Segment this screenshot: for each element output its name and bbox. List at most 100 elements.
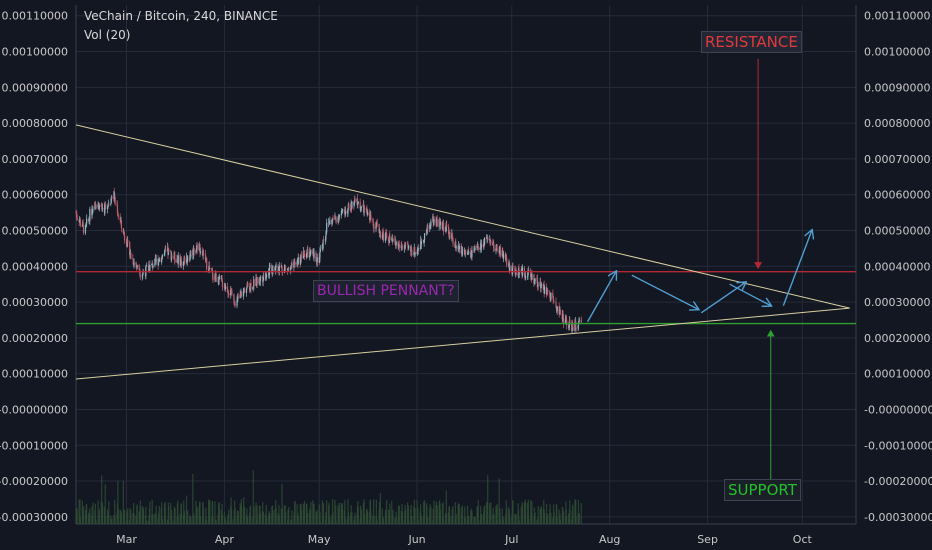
volume-bar	[408, 520, 410, 524]
candle-body	[82, 224, 85, 234]
candle-body	[252, 286, 254, 288]
resistance-label[interactable]: RESISTANCE	[701, 31, 802, 53]
volume-bar	[331, 499, 334, 524]
volume-bar	[319, 520, 321, 524]
volume-bar	[133, 513, 135, 524]
candle-body	[345, 210, 347, 214]
volume-bar	[315, 512, 317, 524]
candle-body	[154, 258, 156, 266]
y-tick-label-left: -0.00010000	[0, 439, 68, 452]
candle-body	[480, 244, 483, 249]
volume-bar	[474, 517, 476, 524]
volume-bar	[430, 506, 432, 524]
volume-bar	[231, 519, 233, 524]
volume-bar	[149, 501, 151, 524]
volume-bar	[164, 501, 166, 524]
volume-bar	[285, 511, 287, 524]
candle-body	[329, 219, 331, 225]
candle-body	[206, 258, 208, 270]
volume-bar	[367, 511, 369, 524]
projection-arrow	[586, 272, 616, 323]
candle-body	[300, 254, 303, 259]
y-tick-label-left: 0.00060000	[2, 189, 68, 202]
candle-body	[300, 260, 302, 264]
volume-bar	[527, 499, 529, 524]
candle-body	[414, 252, 416, 256]
volume-bar	[97, 500, 99, 524]
candle-body	[379, 231, 381, 238]
candle-body	[357, 202, 359, 204]
candle-body	[398, 244, 400, 248]
bullish-pennant-label[interactable]: BULLISH PENNANT?	[313, 280, 459, 302]
volume-bar	[577, 499, 580, 524]
candle-body	[105, 204, 107, 209]
candle-body	[400, 245, 402, 248]
candle-body	[442, 222, 445, 232]
candle-body	[354, 199, 356, 202]
volume-bar	[520, 506, 522, 524]
y-tick-label-left: 0.00010000	[2, 368, 68, 381]
candle-body	[91, 212, 93, 216]
candle-body	[116, 205, 119, 214]
volume-bar	[468, 516, 470, 524]
candle-body	[553, 301, 555, 303]
candle-body	[220, 276, 222, 279]
candle-body	[190, 255, 192, 257]
candle-body	[452, 237, 454, 244]
projection-arrow	[729, 283, 771, 305]
candle-body	[171, 255, 173, 258]
candle-body	[76, 217, 78, 220]
y-tick-label-left: 0.00090000	[2, 81, 68, 94]
volume-bar	[177, 500, 179, 524]
volume-bar	[508, 509, 511, 524]
candle-body	[269, 264, 271, 268]
candle-body	[509, 266, 511, 272]
volume-bar	[136, 504, 138, 524]
volume-indicator-label: Vol (20)	[84, 28, 131, 42]
candle-body	[373, 227, 375, 229]
candle-body	[294, 260, 296, 263]
candle-body	[135, 264, 137, 266]
candle-body	[496, 248, 498, 250]
volume-bar	[357, 507, 359, 524]
candle-body	[313, 252, 315, 258]
candle-body	[360, 206, 363, 208]
volume-bar	[487, 475, 489, 524]
candle-body	[94, 201, 96, 204]
candle-body	[240, 291, 243, 297]
volume-bar	[170, 509, 173, 524]
volume-bar	[414, 508, 416, 524]
volume-bar	[91, 506, 93, 524]
candle-body	[432, 216, 434, 223]
candle-body	[262, 278, 264, 282]
volume-bar	[444, 513, 447, 524]
volume-bar	[452, 506, 454, 524]
volume-bar	[553, 511, 555, 524]
candle-body	[512, 266, 514, 269]
volume-bar	[436, 505, 438, 524]
candle-body	[334, 215, 336, 218]
volume-bar	[146, 520, 148, 524]
volume-bar	[319, 511, 321, 524]
candle-body	[499, 246, 501, 257]
volume-bar	[275, 507, 277, 524]
candle-body	[580, 319, 582, 323]
candle-body	[524, 275, 526, 278]
volume-bar	[502, 519, 505, 524]
trendline-upper	[75, 124, 850, 309]
x-tick-label: Apr	[215, 533, 235, 546]
candle-body	[338, 214, 340, 218]
candle-body	[215, 274, 217, 282]
y-tick-label-left: 0.00020000	[2, 332, 68, 345]
candle-body	[146, 265, 148, 267]
volume-bar	[300, 510, 303, 524]
candle-body	[493, 248, 495, 252]
volume-bar	[252, 470, 254, 524]
support-label[interactable]: SUPPORT	[724, 479, 801, 501]
candle-body	[436, 219, 438, 227]
candle-body	[446, 224, 448, 227]
candle-body	[474, 248, 476, 250]
volume-bar	[161, 519, 164, 524]
candle-body	[465, 250, 467, 255]
